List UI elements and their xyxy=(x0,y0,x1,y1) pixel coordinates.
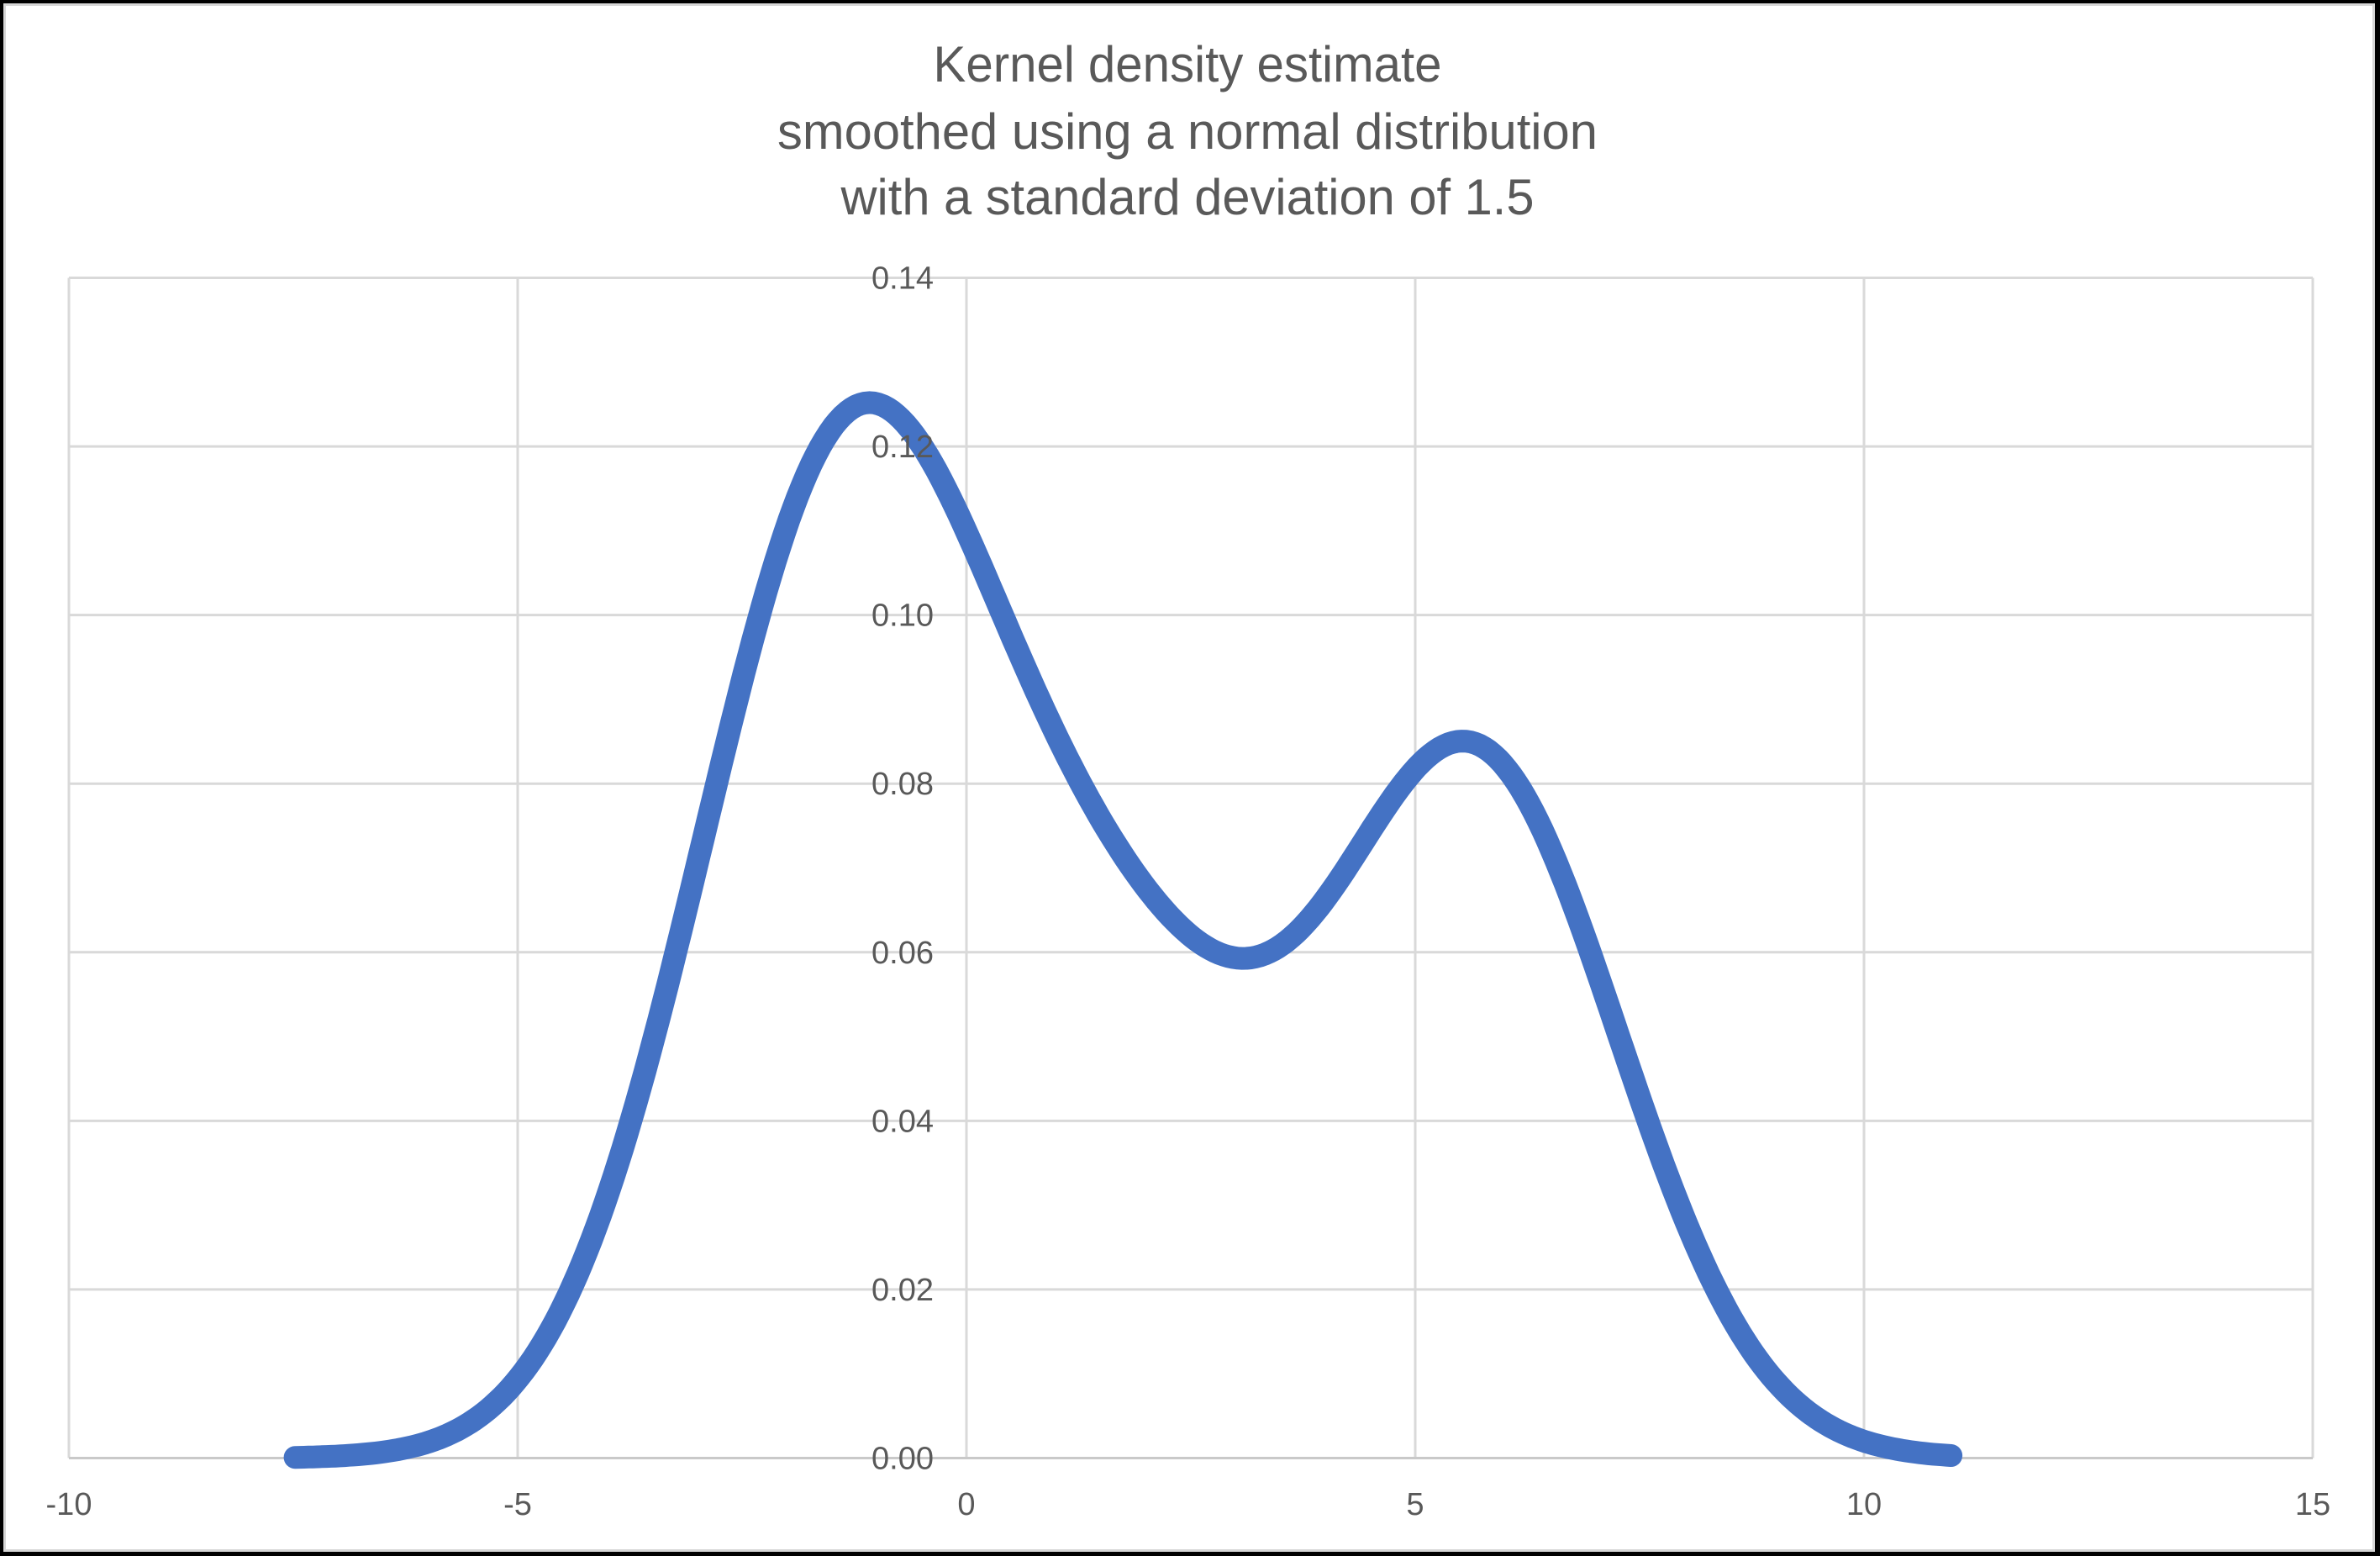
svg-text:-10: -10 xyxy=(46,1487,92,1522)
svg-text:0.04: 0.04 xyxy=(871,1104,934,1139)
svg-text:0.10: 0.10 xyxy=(871,599,934,634)
svg-text:0.08: 0.08 xyxy=(871,767,934,802)
svg-text:15: 15 xyxy=(2295,1487,2330,1522)
svg-text:0: 0 xyxy=(957,1487,975,1522)
svg-text:-5: -5 xyxy=(503,1487,532,1522)
svg-text:with a standard deviation of 1: with a standard deviation of 1.5 xyxy=(840,169,1535,225)
svg-text:0.00: 0.00 xyxy=(871,1442,934,1477)
svg-text:smoothed using a normal distri: smoothed using a normal distribution xyxy=(777,103,1598,160)
svg-text:Kernel density estimate: Kernel density estimate xyxy=(934,36,1442,92)
svg-text:0.14: 0.14 xyxy=(871,261,934,297)
svg-text:0.02: 0.02 xyxy=(871,1273,934,1308)
svg-text:10: 10 xyxy=(1846,1487,1882,1522)
svg-text:0.06: 0.06 xyxy=(871,936,934,971)
svg-text:5: 5 xyxy=(1406,1487,1424,1522)
svg-text:0.12: 0.12 xyxy=(871,430,934,465)
